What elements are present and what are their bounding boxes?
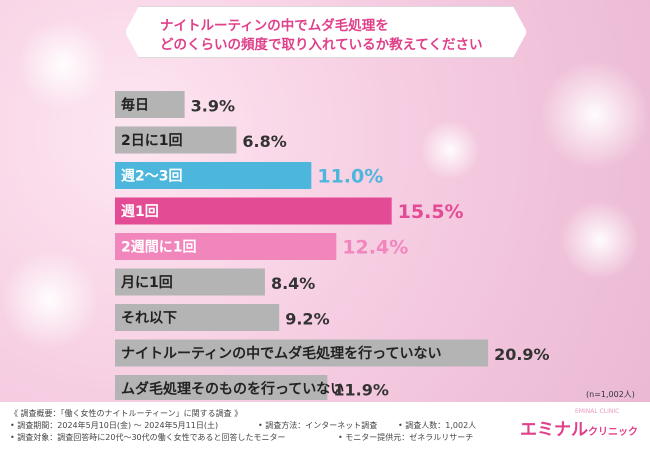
chart-title-line-1: ナイトルーティンの中でムダ毛処理を [160, 18, 389, 34]
category-label-8: ムダ毛処理そのものを行っていない [121, 381, 344, 398]
value-label-1: 6.8% [242, 132, 286, 151]
category-label-0: 毎日 [121, 97, 149, 114]
bar-0 [115, 91, 185, 118]
category-label-2: 週2〜3回 [121, 169, 182, 185]
logo-main-text: エミナル [520, 420, 588, 440]
sparkle-decoration [420, 120, 480, 180]
survey-overview: 《 調査概要：「働く女性のナイトルーティーン」に関する調査 》 [10, 409, 243, 418]
category-label-5: 月に1回 [120, 275, 173, 291]
sparkle-decoration [18, 20, 108, 110]
category-label-6: それ以下 [121, 311, 177, 327]
survey-count: • 調査人数：1,002人 [398, 421, 477, 430]
bar-4 [115, 233, 337, 260]
title-box [125, 6, 527, 58]
monitor-provider: • モニター提供元：ゼネラルリサーチ [338, 433, 474, 442]
bar-6 [115, 304, 280, 331]
bar-7 [115, 339, 489, 367]
bar-2 [115, 162, 312, 189]
value-label-6: 9.2% [285, 310, 329, 329]
survey-footer: 《 調査概要：「働く女性のナイトルーティーン」に関する調査 》 • 調査期間：2… [0, 402, 650, 450]
brand-logo: エミナルクリニック [520, 415, 638, 440]
sample-size-note: (n=1,002人) [586, 390, 635, 399]
bar-chart: 毎日 3.9% 2日に1回 6.8% 週2〜3回 11.0% 週1回 15.5% 2週間に1回 1… [115, 91, 550, 400]
value-label-7: 20.9% [494, 345, 550, 364]
survey-period: • 調査期間：2024年5月10日(金) 〜 2024年5月11日(土) [10, 421, 219, 430]
chart-title-line-2: どのくらいの頻度で取り入れているか教えてください [160, 37, 483, 53]
value-label-2: 11.0% [317, 166, 383, 188]
sparkle-decoration [0, 250, 100, 350]
value-label-5: 8.4% [271, 274, 315, 293]
bar-1 [115, 126, 237, 154]
sparkle-decoration [540, 60, 650, 170]
category-label-1: 2日に1回 [121, 133, 182, 149]
survey-method: • 調査方法：インターネット調査 [258, 421, 378, 430]
survey-target: • 調査対象：調査回答時に20代〜30代の働く女性であると回答したモニター [10, 433, 286, 442]
value-label-4: 12.4% [342, 237, 408, 259]
logo-sub-text: クリニック [588, 427, 638, 438]
value-label-3: 15.5% [398, 201, 464, 223]
category-label-3: 週1回 [121, 204, 159, 220]
bar-8 [115, 375, 328, 400]
category-label-4: 2週間に1回 [121, 240, 196, 256]
logo-english-text: EMINAL CLINIC [575, 408, 620, 415]
category-label-7: ナイトルーティンの中でムダ毛処理を行っていない [121, 345, 441, 362]
sparkle-decoration [560, 200, 640, 280]
value-label-8: 11.9% [333, 381, 389, 400]
bar-5 [115, 268, 265, 296]
value-label-0: 3.9% [191, 97, 235, 116]
bar-3 [115, 197, 392, 225]
